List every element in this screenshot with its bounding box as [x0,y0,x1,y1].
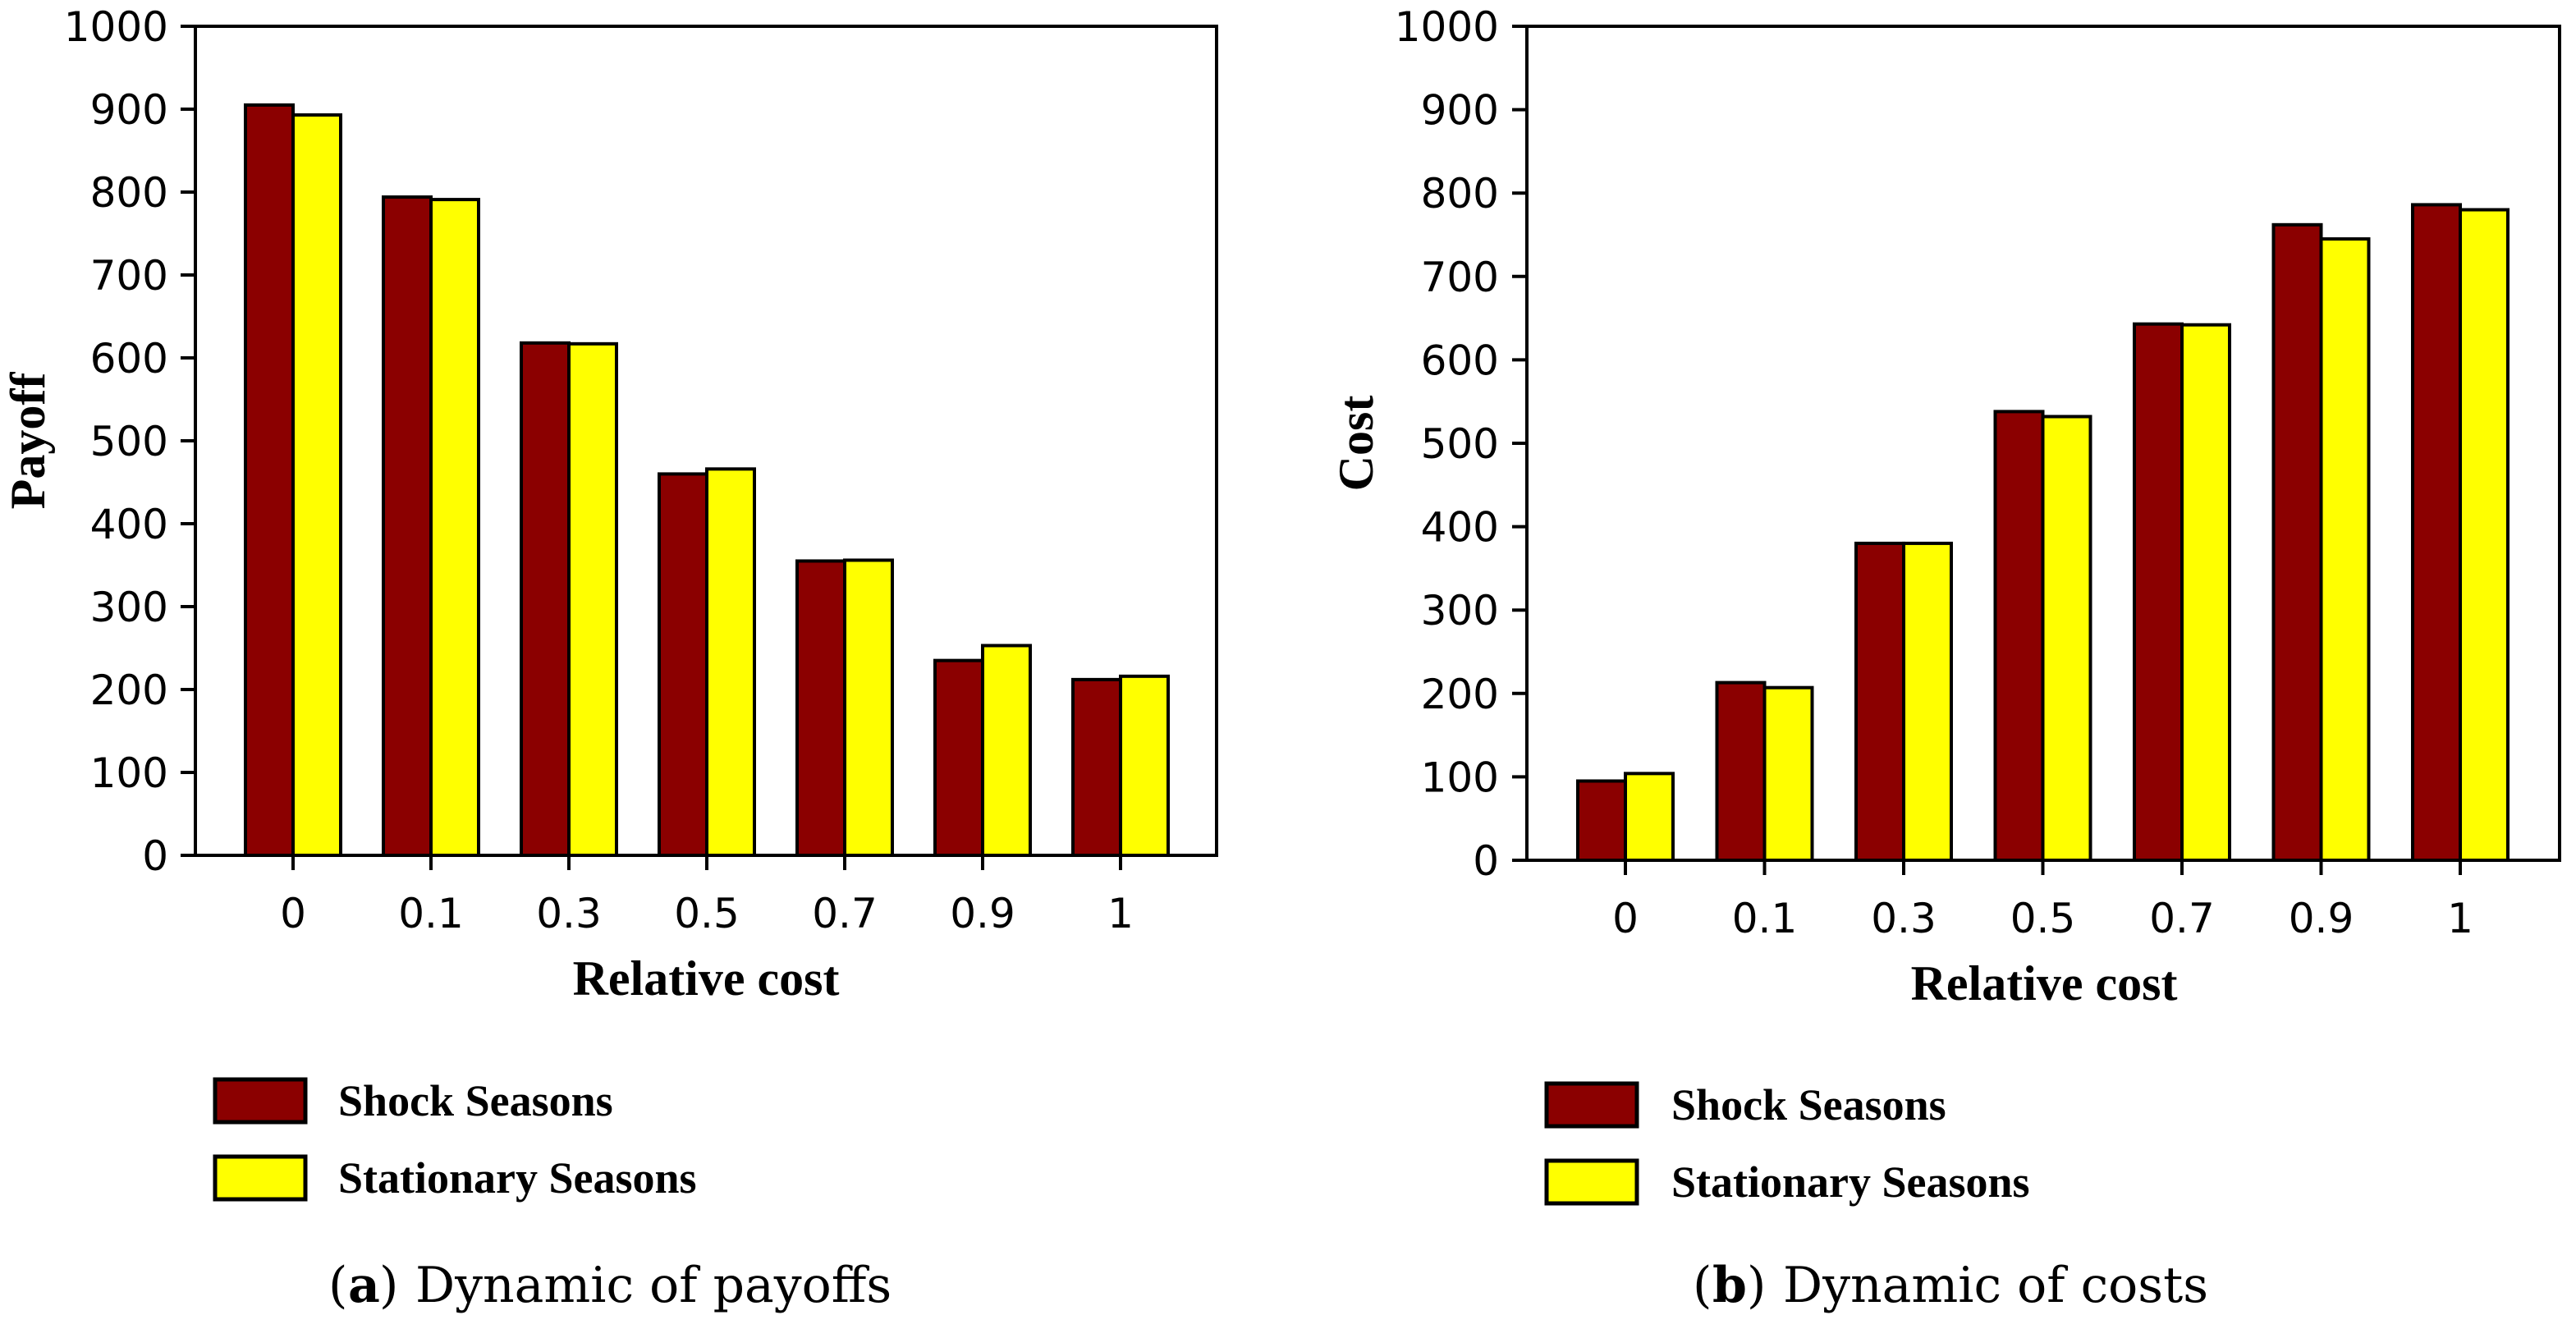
cost-legend-label-shock: Shock Seasons [1671,1080,1946,1130]
cost-caption: ( b ) Dynamic of costs [1693,1257,2208,1314]
cost-bar-shock-0.5 [1993,410,2045,862]
cost-legend-swatch-stationary [1544,1158,1639,1206]
payoff-legend-label-shock: Shock Seasons [338,1076,613,1125]
payoff-legend-swatch-shock [213,1077,308,1125]
payoff-y-tick-label: 200 [90,667,168,714]
payoff-caption-close-paren: ) [379,1257,398,1314]
payoff-x-axis-label: Relative cost [573,951,840,1006]
cost-bar-shock-0.3 [1854,541,1905,862]
payoff-caption: ( a ) Dynamic of payoffs [328,1257,892,1314]
cost-bars [1576,203,2510,863]
cost-caption-close-paren: ) [1747,1257,1766,1314]
payoff-bar-shock-0.7 [795,559,846,857]
cost-y-tick-label: 300 [1421,587,1499,635]
payoff-y-tick-label: 600 [90,335,168,383]
payoff-bar-stationary-0 [291,113,342,857]
cost-y-tick-label: 700 [1421,254,1499,301]
payoff-bar-shock-0 [244,103,295,857]
payoff-x-tick-label: 0.9 [950,890,1015,937]
cost-bar-stationary-0.1 [1762,685,1814,862]
payoff-bar-stationary-0.3 [567,341,618,857]
cost-x-tick-label: 0.5 [2010,895,2076,942]
cost-x-tick-label: 0 [1612,895,1639,942]
cost-y-tick-label: 1000 [1395,3,1499,51]
payoff-y-tick-label: 700 [90,252,168,300]
cost-y-tick-label: 100 [1421,754,1499,801]
payoff-y-ticks: 0 100 200 300 400 500 600 700 800 900 1000 [64,3,195,880]
cost-x-tick-label: 0.9 [2289,895,2354,942]
payoff-legend-label-stationary: Stationary Seasons [338,1153,697,1203]
payoff-bar-shock-0.9 [933,658,984,858]
cost-caption-open-paren: ( [1693,1257,1712,1314]
payoff-bar-stationary-0.5 [705,467,756,858]
cost-bar-shock-1 [2411,203,2462,862]
payoff-legend-swatch-stationary [213,1154,308,1202]
cost-legend-swatch-shock [1544,1081,1639,1129]
payoff-x-tick-label: 1 [1107,890,1134,937]
cost-x-tick-label: 1 [2447,895,2473,942]
cost-y-axis-label: Cost [1329,396,1383,492]
payoff-caption-open-paren: ( [328,1257,347,1314]
cost-caption-letter: b [1712,1257,1747,1314]
cost-x-tick-label: 0.7 [2149,895,2215,942]
cost-bar-stationary-0.5 [2041,415,2092,863]
payoff-bar-shock-0.5 [658,472,708,858]
cost-bar-shock-0.1 [1715,680,1767,862]
payoff-y-tick-label: 800 [90,169,168,217]
cost-bar-shock-0.7 [2133,322,2184,863]
payoff-bar-shock-0.1 [382,195,433,857]
payoff-y-axis-label: Payoff [1,372,55,510]
cost-y-tick-label: 800 [1421,170,1499,218]
payoff-x-tick-label: 0.1 [398,890,464,937]
cost-bar-stationary-1 [2459,208,2510,862]
cost-y-ticks: 0 100 200 300 400 500 600 700 800 900 1000 [1395,3,1527,885]
cost-x-ticks: 0 0.1 0.3 0.5 0.7 0.9 1 [1612,860,2473,942]
cost-y-tick-label: 500 [1421,420,1499,468]
payoff-y-tick-label: 500 [90,418,168,465]
cost-bar-shock-0 [1576,779,1627,862]
payoff-x-tick-label: 0.7 [812,890,878,937]
cost-bar-stationary-0.9 [2319,237,2371,862]
cost-chart-panel: 0 100 200 300 400 500 600 700 800 900 1000 0 0.1 0.3… [1329,3,2561,1314]
payoff-y-tick-label: 400 [90,501,168,548]
payoff-x-tick-label: 0.5 [674,890,740,937]
cost-legend-label-stationary: Stationary Seasons [1671,1157,2030,1207]
payoff-legend: Shock Seasons Stationary Seasons [213,1076,697,1203]
cost-y-tick-label: 400 [1421,504,1499,552]
payoff-y-tick-label: 900 [90,86,168,134]
payoff-caption-text: Dynamic of payoffs [415,1257,892,1314]
payoff-bar-stationary-0.1 [429,198,480,857]
payoff-bar-shock-0.3 [520,341,571,857]
payoff-x-tick-label: 0.3 [536,890,602,937]
cost-y-tick-label: 600 [1421,337,1499,384]
cost-x-axis-label: Relative cost [1911,956,2178,1010]
payoff-y-tick-label: 300 [90,584,168,631]
cost-legend: Shock Seasons Stationary Seasons [1544,1080,2030,1207]
cost-bar-shock-0.9 [2271,222,2323,863]
payoff-bar-stationary-1 [1119,674,1170,858]
payoff-y-tick-label: 0 [142,832,168,880]
payoff-y-tick-label: 1000 [64,3,168,51]
payoff-bar-shock-1 [1071,677,1122,857]
payoff-bar-stationary-0.9 [981,644,1032,857]
payoff-chart-panel: 0 100 200 300 400 500 600 700 800 900 1000 0 0.1 0.3… [1,3,1218,1314]
cost-y-tick-label: 0 [1473,837,1499,885]
cost-y-tick-label: 200 [1421,671,1499,718]
cost-x-tick-label: 0.1 [1732,895,1798,942]
payoff-y-tick-label: 100 [90,749,168,797]
payoff-x-ticks: 0 0.1 0.3 0.5 0.7 0.9 1 [280,855,1134,937]
cost-y-tick-label: 900 [1421,87,1499,135]
payoff-caption-letter: a [348,1257,380,1314]
cost-bar-stationary-0 [1624,772,1675,862]
cost-x-tick-label: 0.3 [1871,895,1937,942]
cost-caption-text: Dynamic of costs [1783,1257,2208,1314]
cost-bar-stationary-0.3 [1902,541,1953,862]
cost-bar-stationary-0.7 [2180,323,2231,862]
payoff-bar-stationary-0.7 [843,558,894,857]
payoff-bars [244,103,1170,858]
payoff-x-tick-label: 0 [280,890,306,937]
